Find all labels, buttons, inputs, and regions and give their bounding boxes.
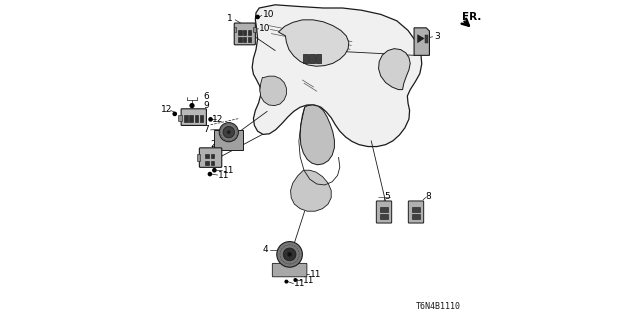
Bar [211, 161, 214, 165]
Bar [197, 154, 200, 161]
Bar [380, 207, 388, 212]
Text: 8: 8 [426, 192, 431, 201]
Bar [303, 54, 308, 63]
Circle shape [252, 28, 255, 31]
Text: 10: 10 [263, 10, 275, 19]
Text: 11: 11 [223, 166, 234, 175]
Text: 5: 5 [385, 192, 390, 201]
Text: FR.: FR. [462, 12, 481, 22]
Bar [425, 35, 428, 43]
Polygon shape [291, 170, 332, 211]
Circle shape [227, 130, 231, 134]
Bar [412, 207, 420, 212]
Polygon shape [260, 76, 287, 106]
Bar [214, 130, 243, 150]
Circle shape [223, 126, 235, 138]
Polygon shape [417, 34, 425, 43]
Bar [211, 154, 214, 158]
Circle shape [209, 118, 212, 121]
Text: 10: 10 [259, 24, 271, 33]
Text: 6: 6 [203, 92, 209, 101]
Text: 11: 11 [218, 171, 230, 180]
Bar [243, 37, 246, 42]
Bar [412, 214, 420, 219]
Polygon shape [379, 49, 410, 90]
Text: 7: 7 [203, 125, 209, 134]
Bar [310, 54, 315, 63]
Bar [195, 115, 198, 122]
Bar [200, 115, 203, 122]
Circle shape [190, 104, 194, 108]
Bar [248, 30, 251, 35]
Bar [243, 30, 246, 35]
Text: T6N4B1110: T6N4B1110 [416, 302, 461, 311]
Text: 1: 1 [227, 14, 232, 23]
FancyBboxPatch shape [181, 109, 206, 125]
Circle shape [285, 280, 287, 283]
Bar [239, 30, 242, 35]
Circle shape [219, 123, 239, 142]
Circle shape [209, 172, 211, 176]
Text: 12: 12 [161, 105, 172, 114]
Circle shape [212, 169, 216, 172]
Text: 12: 12 [212, 115, 223, 124]
Text: 11: 11 [310, 270, 322, 279]
Bar [248, 37, 251, 42]
Bar [205, 161, 209, 165]
Bar [205, 154, 209, 158]
Bar [380, 214, 388, 219]
Polygon shape [300, 105, 334, 165]
Bar [184, 115, 188, 122]
FancyBboxPatch shape [376, 201, 392, 223]
Text: 11: 11 [303, 276, 315, 285]
Text: 3: 3 [435, 32, 440, 41]
Bar [253, 27, 256, 32]
Bar [316, 54, 321, 63]
Polygon shape [278, 20, 349, 66]
Circle shape [277, 242, 303, 267]
Polygon shape [252, 5, 422, 147]
Text: 9: 9 [203, 101, 209, 110]
Text: 4: 4 [263, 245, 268, 254]
Polygon shape [414, 28, 429, 55]
Circle shape [301, 273, 303, 276]
Text: 2: 2 [211, 140, 216, 149]
Circle shape [294, 279, 297, 281]
Circle shape [284, 248, 296, 261]
Text: 11: 11 [294, 279, 306, 288]
FancyBboxPatch shape [273, 263, 307, 277]
Circle shape [173, 112, 177, 116]
Bar [178, 115, 182, 121]
FancyBboxPatch shape [234, 23, 255, 45]
Bar [234, 27, 236, 32]
Circle shape [287, 252, 292, 257]
Circle shape [256, 15, 259, 19]
FancyBboxPatch shape [408, 201, 424, 223]
Bar [239, 37, 242, 42]
Bar [189, 115, 193, 122]
FancyBboxPatch shape [200, 148, 222, 167]
